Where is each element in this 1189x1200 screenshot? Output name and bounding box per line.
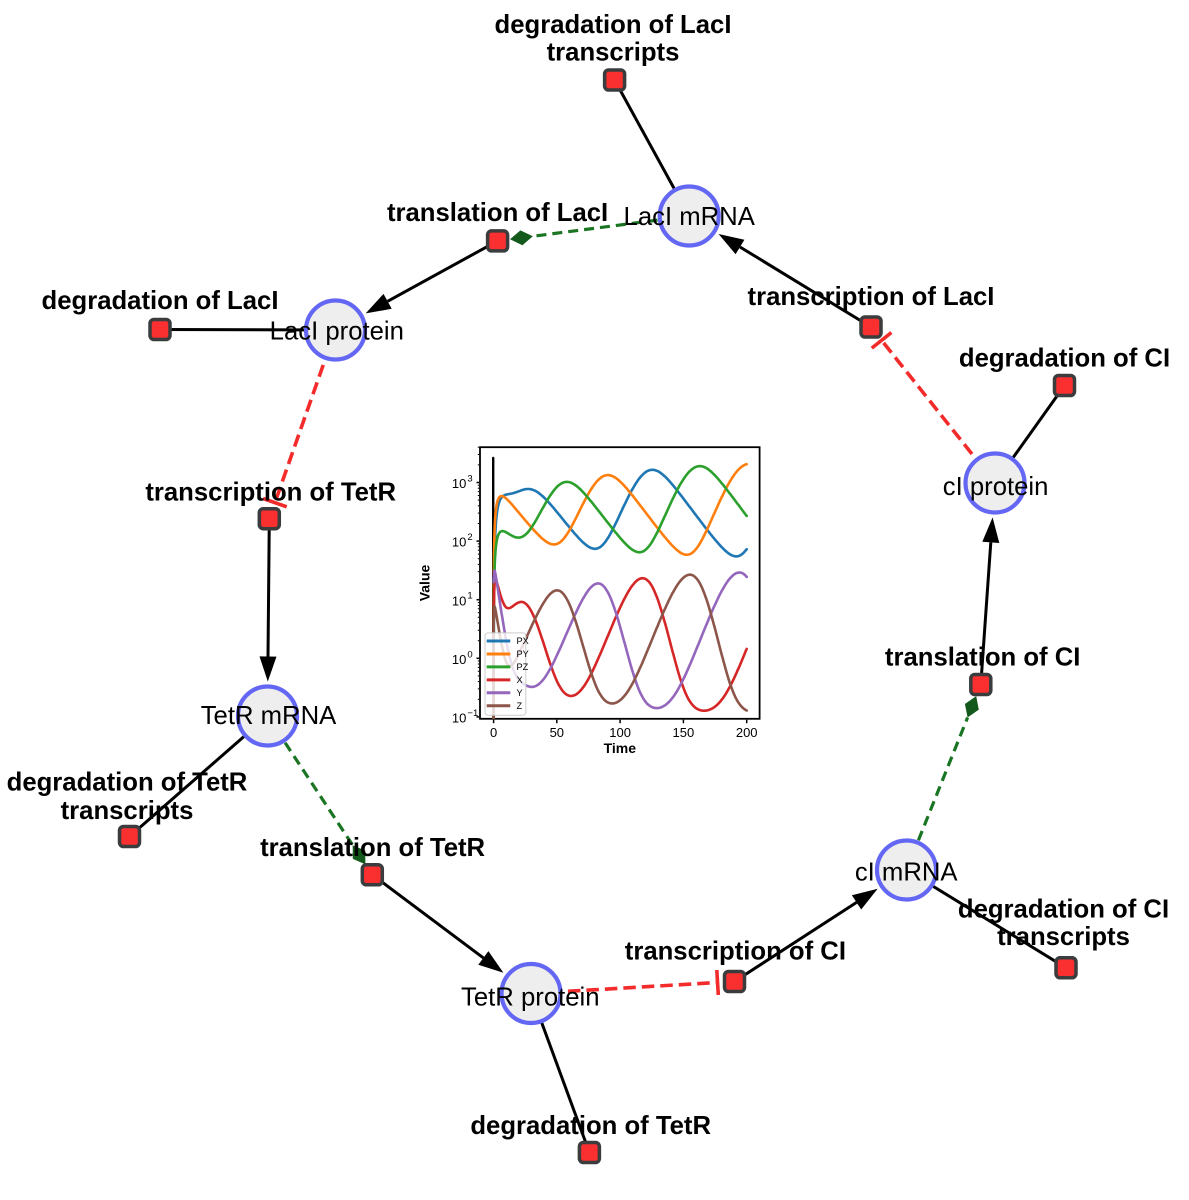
svg-text:Z: Z: [517, 701, 523, 711]
svg-text:LacI mRNA: LacI mRNA: [624, 203, 756, 231]
svg-text:degradation of LacI: degradation of LacI: [42, 287, 279, 315]
svg-text:Y: Y: [517, 688, 523, 698]
svg-text:translation of CI: translation of CI: [885, 644, 1081, 672]
svg-text:0: 0: [467, 649, 472, 660]
svg-text:100: 100: [609, 725, 631, 740]
svg-text:TetR mRNA: TetR mRNA: [201, 702, 337, 730]
svg-text:50: 50: [550, 725, 564, 740]
svg-text:Value: Value: [417, 565, 433, 602]
svg-text:transcription of LacI: transcription of LacI: [748, 283, 995, 311]
svg-text:cI protein: cI protein: [943, 473, 1049, 501]
svg-text:degradation of TetR: degradation of TetR: [470, 1112, 711, 1140]
svg-text:translation of LacI: translation of LacI: [387, 199, 608, 227]
svg-text:150: 150: [673, 725, 695, 740]
svg-text:10: 10: [452, 476, 466, 491]
svg-text:3: 3: [467, 474, 472, 485]
svg-text:degradation of LacI: degradation of LacI: [495, 11, 732, 39]
svg-text:LacI protein: LacI protein: [270, 317, 404, 345]
svg-text:transcription of TetR: transcription of TetR: [145, 478, 396, 506]
svg-text:1: 1: [467, 591, 472, 602]
svg-text:PX: PX: [517, 636, 529, 646]
svg-text:transcripts: transcripts: [997, 923, 1130, 951]
svg-text:degradation of CI: degradation of CI: [959, 344, 1170, 372]
svg-text:PZ: PZ: [517, 662, 529, 672]
svg-text:transcripts: transcripts: [61, 797, 194, 825]
svg-text:degradation of TetR: degradation of TetR: [7, 769, 248, 797]
svg-text:transcription of CI: transcription of CI: [625, 938, 846, 966]
svg-text:10: 10: [452, 711, 466, 726]
svg-text:X: X: [517, 675, 523, 685]
svg-text:0: 0: [490, 725, 497, 740]
svg-text:degradation of CI: degradation of CI: [958, 895, 1169, 923]
svg-text:translation of TetR: translation of TetR: [260, 834, 485, 862]
svg-text:10: 10: [452, 652, 466, 667]
svg-text:TetR protein: TetR protein: [461, 983, 600, 1011]
svg-text:10: 10: [452, 593, 466, 608]
svg-text:transcripts: transcripts: [547, 39, 680, 67]
svg-text:200: 200: [736, 725, 758, 740]
svg-text:2: 2: [467, 532, 472, 543]
svg-text:cI mRNA: cI mRNA: [855, 859, 959, 887]
svg-text:Time: Time: [604, 740, 637, 756]
svg-text:PY: PY: [517, 649, 529, 659]
svg-text:−1: −1: [467, 708, 478, 719]
svg-text:10: 10: [452, 535, 466, 550]
